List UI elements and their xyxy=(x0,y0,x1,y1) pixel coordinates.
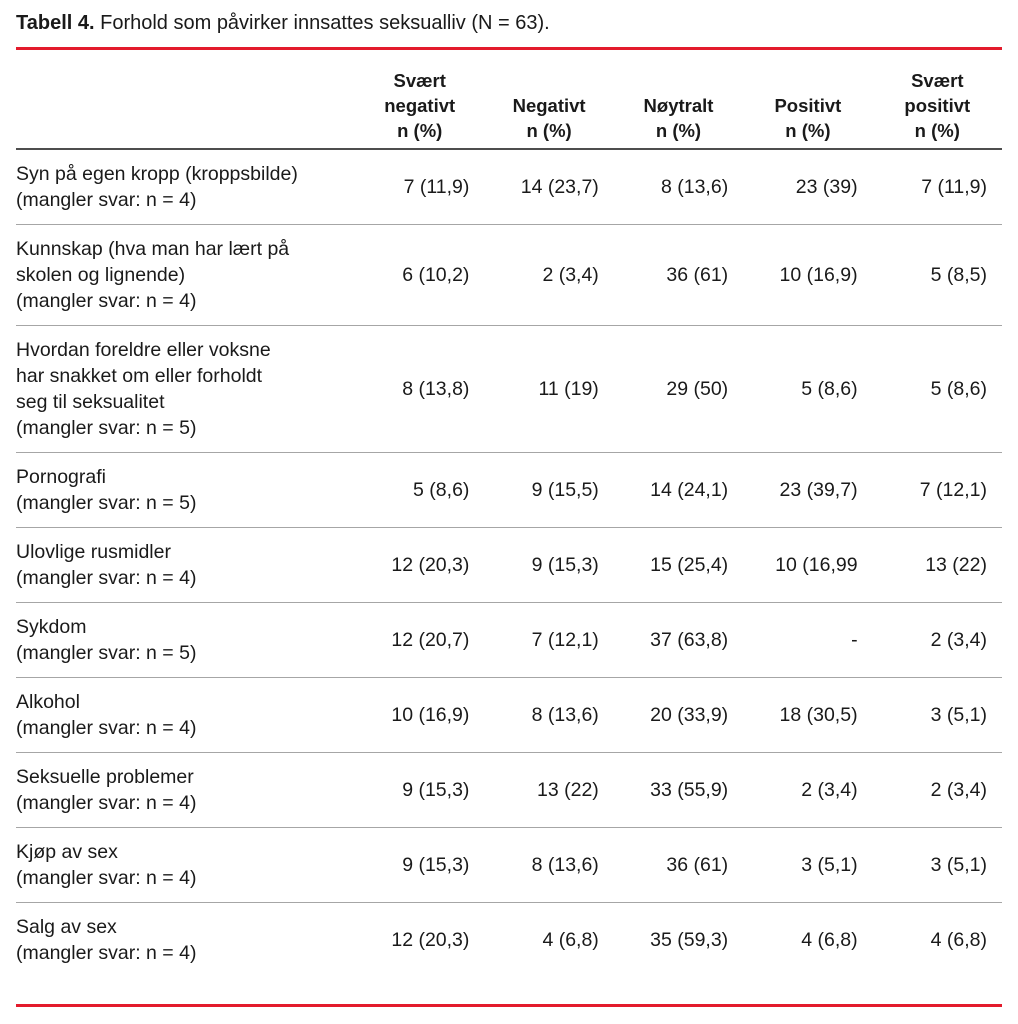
cell-negativt: 4 (6,8) xyxy=(542,929,599,951)
cell-svaert-positivt: 13 (22) xyxy=(872,527,1002,603)
cell-negativt: 14 (23,7) xyxy=(484,149,614,225)
cell-negativt: 8 (13,6) xyxy=(484,827,614,903)
cell-noytralt: 33 (55,9) xyxy=(613,752,744,828)
cell-svaert-negativt: 6 (10,2) xyxy=(355,224,485,326)
cell-positivt: 3 (5,1) xyxy=(743,827,873,903)
table-row-sykdom: Sykdom (mangler svar: n = 5) 12 (20,7) 7 … xyxy=(16,602,1002,678)
table-row-syn-paa-egen-kropp: Syn på egen kropp (kroppsbilde) (mangler … xyxy=(16,149,1002,225)
table-row-pornografi: Pornografi (mangler svar: n = 5) 5 (8,6) … xyxy=(16,452,1002,528)
cell-negativt: 9 (15,5) xyxy=(484,452,614,528)
cell-svaert-positivt: 5 (8,5) xyxy=(872,224,1002,326)
cell-svaert-negativt: 5 (8,6) xyxy=(355,452,485,528)
cell-noytralt: 37 (63,8) xyxy=(613,602,744,678)
cell-svaert-positivt: 2 (3,4) xyxy=(872,752,1002,828)
cell-svaert-negativt: 12 (20,3) xyxy=(391,929,470,951)
row-label: Seksuelle problemer (mangler svar: n = 4) xyxy=(16,752,356,828)
cell-svaert-positivt: 4 (6,8) xyxy=(930,929,987,951)
table-row-salg-av-sex: Salg av sex (mangler svar: n = 4) 12 (20,… xyxy=(16,903,1002,1005)
table-row-hvordan-foreldre: Hvordan foreldre eller voksne har snakket… xyxy=(16,325,1002,453)
row-label: Alkohol (mangler svar: n = 4) xyxy=(16,677,356,753)
cell-positivt: 4 (6,8) xyxy=(801,929,858,951)
cell-svaert-negativt: 7 (11,9) xyxy=(355,149,485,225)
cell-positivt: - xyxy=(743,602,873,678)
cell-svaert-negativt: 8 (13,8) xyxy=(355,325,485,453)
header-empty-cell xyxy=(16,50,356,150)
bottom-red-rule xyxy=(16,1004,1002,1007)
cell-positivt: 10 (16,9) xyxy=(743,224,873,326)
cell-positivt: 2 (3,4) xyxy=(743,752,873,828)
header-svaert-positivt: Svært positivt n (%) xyxy=(872,50,1002,150)
cell-negativt: 8 (13,6) xyxy=(484,677,614,753)
cell-noytralt: 14 (24,1) xyxy=(613,452,744,528)
row-label: Ulovlige rusmidler (mangler svar: n = 4) xyxy=(16,527,356,603)
cell-svaert-negativt: 9 (15,3) xyxy=(355,752,485,828)
table-caption: Forhold som påvirker innsattes seksualli… xyxy=(94,12,550,34)
cell-negativt: 13 (22) xyxy=(484,752,614,828)
row-label: Pornografi (mangler svar: n = 5) xyxy=(16,452,356,528)
header-svaert-negativt: Svært negativt n (%) xyxy=(355,50,485,150)
cell-svaert-negativt: 10 (16,9) xyxy=(355,677,485,753)
cell-svaert-positivt: 7 (12,1) xyxy=(872,452,1002,528)
cell-positivt: 10 (16,99 xyxy=(743,527,873,603)
table-row-ulovlige-rusmidler: Ulovlige rusmidler (mangler svar: n = 4) … xyxy=(16,527,1002,603)
table-title: Tabell 4. Forhold som påvirker innsattes… xyxy=(16,10,1002,36)
cell-svaert-negativt: 9 (15,3) xyxy=(355,827,485,903)
cell-noytralt: 8 (13,6) xyxy=(613,149,744,225)
cell-negativt: 7 (12,1) xyxy=(484,602,614,678)
header-noytralt: Nøytralt n (%) xyxy=(613,50,744,150)
cell-noytralt: 35 (59,3) xyxy=(650,929,729,951)
cell-svaert-negativt: 12 (20,7) xyxy=(355,602,485,678)
cell-noytralt: 15 (25,4) xyxy=(613,527,744,603)
header-row: Svært negativt n (%) Negativt n (%) Nøytral… xyxy=(16,50,1002,150)
cell-svaert-positivt: 3 (5,1) xyxy=(872,827,1002,903)
row-label: Hvordan foreldre eller voksne har snakket… xyxy=(16,325,356,453)
table-row-seksuelle-problemer: Seksuelle problemer (mangler svar: n = 4)… xyxy=(16,752,1002,828)
cell-svaert-positivt: 5 (8,6) xyxy=(872,325,1002,453)
cell-noytralt: 29 (50) xyxy=(613,325,744,453)
row-label: Kjøp av sex (mangler svar: n = 4) xyxy=(16,827,356,903)
table-row-kjop-av-sex: Kjøp av sex (mangler svar: n = 4) 9 (15,3… xyxy=(16,827,1002,903)
cell-svaert-positivt: 3 (5,1) xyxy=(872,677,1002,753)
cell-svaert-positivt: 7 (11,9) xyxy=(872,149,1002,225)
row-label: Salg av sex (mangler svar: n = 4) xyxy=(16,916,197,964)
cell-noytralt: 36 (61) xyxy=(613,224,744,326)
top-red-rule xyxy=(16,47,1002,50)
cell-svaert-negativt: 12 (20,3) xyxy=(355,527,485,603)
cell-positivt: 18 (30,5) xyxy=(743,677,873,753)
cell-positivt: 5 (8,6) xyxy=(743,325,873,453)
cell-noytralt: 20 (33,9) xyxy=(613,677,744,753)
cell-negativt: 2 (3,4) xyxy=(484,224,614,326)
cell-negativt: 9 (15,3) xyxy=(484,527,614,603)
table-number: Tabell 4. xyxy=(16,12,95,34)
cell-negativt: 11 (19) xyxy=(484,325,614,453)
cell-svaert-positivt: 2 (3,4) xyxy=(872,602,1002,678)
cell-positivt: 23 (39,7) xyxy=(743,452,873,528)
cell-positivt: 23 (39) xyxy=(743,149,873,225)
data-table: Svært negativt n (%) Negativt n (%) Nøytral… xyxy=(16,50,1002,1004)
table-row-kunnskap: Kunnskap (hva man har lært på skolen og l… xyxy=(16,224,1002,326)
table-row-alkohol: Alkohol (mangler svar: n = 4) 10 (16,9) 8… xyxy=(16,677,1002,753)
header-positivt: Positivt n (%) xyxy=(743,50,873,150)
row-label: Kunnskap (hva man har lært på skolen og l… xyxy=(16,224,356,326)
row-label: Syn på egen kropp (kroppsbilde) (mangler … xyxy=(16,149,356,225)
row-label: Sykdom (mangler svar: n = 5) xyxy=(16,602,356,678)
header-negativt: Negativt n (%) xyxy=(484,50,614,150)
cell-noytralt: 36 (61) xyxy=(613,827,744,903)
